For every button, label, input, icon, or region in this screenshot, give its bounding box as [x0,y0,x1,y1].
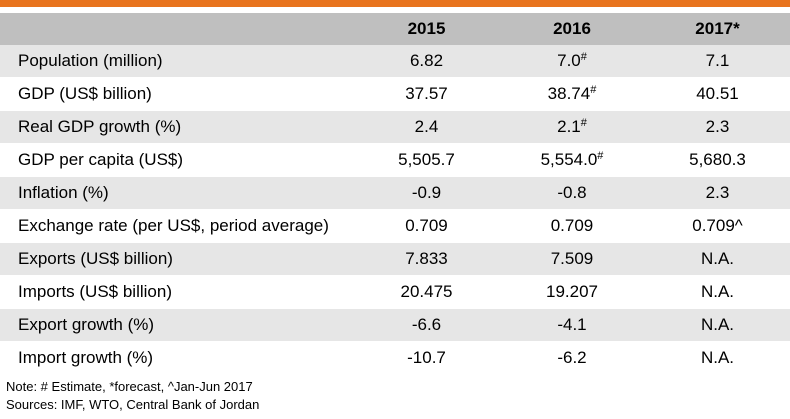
table-row: Population (million) 6.82 7.0# 7.1 [0,45,790,78]
cell-value: 0.709 [405,216,448,235]
estimate-mark: # [597,150,604,162]
table-row: Real GDP growth (%) 2.4 2.1# 2.3 [0,110,790,144]
cell-value: 7.833 [405,249,448,268]
row-label: Import growth (%) [0,341,354,375]
table-row: Import growth (%) -10.7 -6.2 N.A. [0,341,790,375]
row-label: Exports (US$ billion) [0,242,354,276]
estimate-mark: # [580,117,587,129]
value-cell: 5,680.3 [645,143,790,177]
cell-value: 7.1 [705,51,730,70]
header-year-2017: 2017* [645,13,790,45]
value-cell: 5,554.0# [499,143,645,177]
table-row: Imports (US$ billion) 20.475 19.207 N.A. [0,275,790,309]
cell-value: -0.9 [411,183,442,202]
value-cell: N.A. [645,308,790,342]
value-cell: 0.709 [354,209,499,243]
cell-value: N.A. [700,348,735,367]
cell-value: 20.475 [400,282,453,301]
value-cell: 0.709 [499,209,645,243]
row-label: Inflation (%) [0,176,354,210]
cell-value: -0.8 [557,183,587,202]
row-label: Real GDP growth (%) [0,110,354,144]
value-cell: 7.509 [499,242,645,276]
value-cell: N.A. [645,341,790,375]
cell-value: -6.6 [411,315,442,334]
row-label: Exchange rate (per US$, period average) [0,209,354,243]
table-row: Inflation (%) -0.9 -0.8 2.3 [0,176,790,210]
table-row: GDP per capita (US$) 5,505.7 5,554.0# 5,680… [0,143,790,177]
value-cell: 7.0# [499,45,645,78]
value-cell: 2.4 [354,110,499,144]
value-cell: 0.709^ [645,209,790,243]
header-year-2016: 2016 [499,13,645,45]
value-cell: 19.207 [499,275,645,309]
cell-value: 0.709^ [692,216,743,235]
value-cell: -0.9 [354,176,499,210]
value-cell: N.A. [645,242,790,276]
table-body: Population (million) 6.82 7.0# 7.1 GDP (US$ … [0,45,790,375]
cell-value: 2.3 [705,117,730,136]
value-cell: 37.57 [354,77,499,111]
value-cell: 7.1 [645,45,790,78]
value-cell: 7.833 [354,242,499,276]
value-cell: -10.7 [354,341,499,375]
cell-value: N.A. [700,282,735,301]
cell-value: 5,680.3 [689,150,746,169]
row-label: Population (million) [0,45,354,78]
row-label: GDP (US$ billion) [0,77,354,111]
cell-value: -4.1 [557,315,587,334]
table-row: Exports (US$ billion) 7.833 7.509 N.A. [0,242,790,276]
row-label: Export growth (%) [0,308,354,342]
header-label-cell [0,13,354,45]
economic-indicators-table: 2015 2016 2017* Population (million) 6.82… [0,13,790,375]
cell-value: 19.207 [546,282,598,301]
value-cell: -6.2 [499,341,645,375]
cell-value: 2.3 [705,183,730,202]
cell-value: 2.4 [414,117,439,136]
cell-value: N.A. [700,249,735,268]
cell-value: -10.7 [407,348,446,367]
table-row: Exchange rate (per US$, period average) 0… [0,209,790,243]
value-cell: 6.82 [354,45,499,78]
value-cell: 38.74# [499,77,645,111]
value-cell: -6.6 [354,308,499,342]
value-cell: 40.51 [645,77,790,111]
table-notes: Note: # Estimate, *forecast, ^Jan-Jun 20… [6,378,259,414]
cell-value: -6.2 [557,348,587,367]
estimate-mark: # [580,51,587,63]
cell-value: 0.709 [550,216,594,235]
table-row: GDP (US$ billion) 37.57 38.74# 40.51 [0,77,790,111]
cell-value: 38.74 [547,84,591,103]
value-cell: 2.3 [645,110,790,144]
accent-bar [0,0,790,7]
cell-value: 40.51 [696,84,739,103]
cell-value: N.A. [700,315,735,334]
value-cell: 2.1# [499,110,645,144]
value-cell: -0.8 [499,176,645,210]
cell-value: 37.57 [405,84,448,103]
sources-text: Sources: IMF, WTO, Central Bank of Jorda… [6,397,260,412]
row-label: Imports (US$ billion) [0,275,354,309]
estimate-mark: # [590,84,597,96]
value-cell: -4.1 [499,308,645,342]
cell-value: 7.509 [550,249,594,268]
cell-value: 5,505.7 [398,150,455,169]
value-cell: 2.3 [645,176,790,210]
note-text: Note: # Estimate, *forecast, ^Jan-Jun 20… [6,379,253,394]
cell-value: 2.1 [557,117,581,136]
value-cell: 5,505.7 [354,143,499,177]
value-cell: N.A. [645,275,790,309]
cell-value: 6.82 [409,51,444,70]
cell-value: 7.0 [557,51,581,70]
table-row: Export growth (%) -6.6 -4.1 N.A. [0,308,790,342]
value-cell: 20.475 [354,275,499,309]
cell-value: 5,554.0 [540,150,598,169]
header-year-2015: 2015 [354,13,499,45]
row-label: GDP per capita (US$) [0,143,354,177]
table-header-row: 2015 2016 2017* [0,13,790,45]
